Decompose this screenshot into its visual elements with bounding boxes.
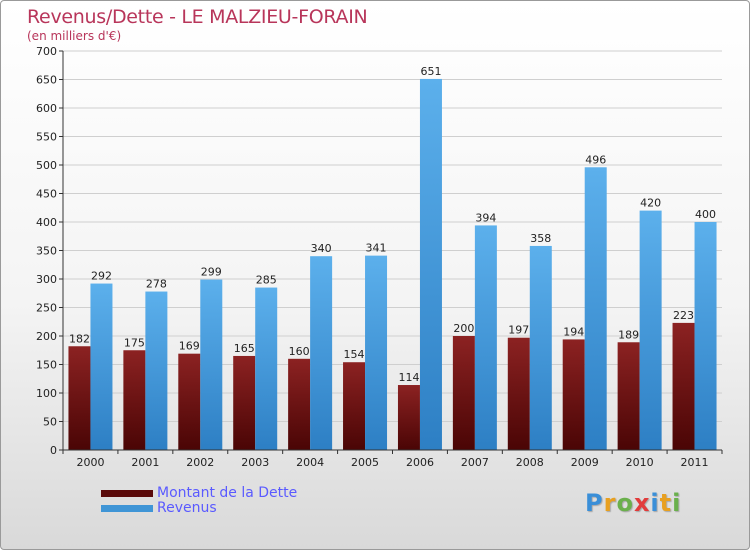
bar-revenus bbox=[365, 255, 388, 450]
y-tick-label: 300 bbox=[36, 273, 57, 286]
data-label-revenus: 285 bbox=[256, 274, 277, 287]
data-label-revenus: 278 bbox=[146, 278, 167, 291]
bar-dette bbox=[288, 358, 311, 450]
data-label-revenus: 292 bbox=[91, 270, 112, 283]
logo-letter: i bbox=[650, 489, 660, 517]
logo-letter: t bbox=[659, 489, 673, 517]
logo-letter: x bbox=[633, 489, 651, 517]
proxiti-logo: Proxiti bbox=[585, 489, 681, 517]
data-label-dette: 197 bbox=[508, 324, 529, 337]
bar-revenus bbox=[419, 78, 442, 451]
data-label-revenus: 358 bbox=[530, 232, 551, 245]
bar-dette bbox=[452, 336, 475, 450]
bar-revenus bbox=[310, 256, 333, 450]
y-tick-label: 200 bbox=[36, 330, 57, 343]
bar-revenus bbox=[694, 222, 717, 450]
bar-dette bbox=[672, 322, 695, 450]
bar-dette bbox=[397, 385, 420, 450]
y-tick-label: 450 bbox=[36, 188, 57, 201]
x-tick-label: 2010 bbox=[626, 456, 654, 469]
x-tick-label: 2009 bbox=[571, 456, 599, 469]
bar-revenus bbox=[200, 279, 223, 450]
legend-swatch-revenus bbox=[101, 505, 153, 512]
y-tick-label: 600 bbox=[36, 102, 57, 115]
bar-revenus bbox=[584, 167, 607, 450]
data-label-dette: 114 bbox=[398, 371, 419, 384]
y-tick-label: 50 bbox=[43, 416, 57, 429]
gridlines bbox=[63, 50, 722, 422]
bar-revenus bbox=[255, 287, 278, 450]
y-tick-label: 700 bbox=[36, 45, 57, 58]
bar-dette bbox=[233, 355, 256, 450]
y-tick-label: 0 bbox=[50, 444, 57, 457]
data-label-dette: 182 bbox=[69, 332, 90, 345]
labels: 0 50 100 150 200 250 300 350 400 450 500 550 600 650 7… bbox=[36, 45, 716, 469]
y-tick-label: 500 bbox=[36, 159, 57, 172]
bar-dette bbox=[562, 339, 585, 450]
x-tick-label: 2008 bbox=[516, 456, 544, 469]
legend-swatch-debt bbox=[101, 490, 153, 497]
bar-dette bbox=[507, 337, 530, 450]
data-label-revenus: 341 bbox=[366, 242, 387, 255]
data-label-dette: 200 bbox=[453, 322, 474, 335]
x-tick-label: 2006 bbox=[406, 456, 434, 469]
data-label-dette: 189 bbox=[618, 328, 639, 341]
bar-dette bbox=[178, 353, 201, 450]
data-label-dette: 194 bbox=[563, 325, 584, 338]
y-tick-label: 650 bbox=[36, 74, 57, 87]
x-tick-label: 2002 bbox=[186, 456, 214, 469]
data-label-revenus: 651 bbox=[420, 65, 441, 78]
logo-letter: r bbox=[603, 489, 617, 517]
bars bbox=[68, 78, 717, 451]
data-label-revenus: 420 bbox=[640, 197, 661, 210]
data-label-revenus: 400 bbox=[695, 208, 716, 221]
logo-letter: o bbox=[616, 489, 634, 517]
axes bbox=[59, 50, 723, 454]
data-label-dette: 154 bbox=[344, 348, 365, 361]
bar-revenus bbox=[639, 210, 662, 450]
x-tick-label: 2005 bbox=[351, 456, 379, 469]
bar-revenus bbox=[474, 225, 497, 450]
chart-subtitle: (en milliers d'€) bbox=[27, 29, 122, 43]
y-tick-label: 550 bbox=[36, 131, 57, 144]
bar-dette bbox=[617, 342, 640, 450]
data-label-revenus: 394 bbox=[475, 211, 496, 224]
data-label-dette: 175 bbox=[124, 336, 145, 349]
y-tick-label: 150 bbox=[36, 359, 57, 372]
x-tick-label: 2004 bbox=[296, 456, 324, 469]
data-label-dette: 165 bbox=[234, 342, 255, 355]
x-tick-label: 2003 bbox=[241, 456, 269, 469]
bar-revenus bbox=[529, 245, 552, 450]
chart-title: Revenus/Dette - LE MALZIEU-FORAIN bbox=[27, 6, 368, 28]
x-tick-label: 2007 bbox=[461, 456, 489, 469]
bar-revenus bbox=[145, 291, 168, 450]
y-tick-label: 100 bbox=[36, 387, 57, 400]
data-label-dette: 223 bbox=[673, 309, 694, 322]
x-tick-label: 2000 bbox=[76, 456, 104, 469]
data-label-revenus: 299 bbox=[201, 266, 222, 279]
legend-label-debt: Montant de la Dette bbox=[157, 485, 298, 501]
bar-dette bbox=[123, 350, 146, 450]
bar-revenus bbox=[90, 283, 113, 450]
legend-label-revenus: Revenus bbox=[157, 500, 217, 516]
bar-dette bbox=[68, 346, 91, 450]
logo-letter: i bbox=[672, 489, 682, 517]
logo-letter: P bbox=[585, 489, 604, 517]
x-tick-label: 2011 bbox=[681, 456, 709, 469]
data-label-revenus: 340 bbox=[311, 242, 332, 255]
y-tick-label: 400 bbox=[36, 216, 57, 229]
data-label-dette: 169 bbox=[179, 340, 200, 353]
bar-dette bbox=[343, 362, 366, 450]
data-label-revenus: 496 bbox=[585, 153, 606, 166]
y-tick-label: 350 bbox=[36, 245, 57, 258]
x-tick-label: 2001 bbox=[131, 456, 159, 469]
data-label-dette: 160 bbox=[289, 345, 310, 358]
y-tick-label: 250 bbox=[36, 302, 57, 315]
